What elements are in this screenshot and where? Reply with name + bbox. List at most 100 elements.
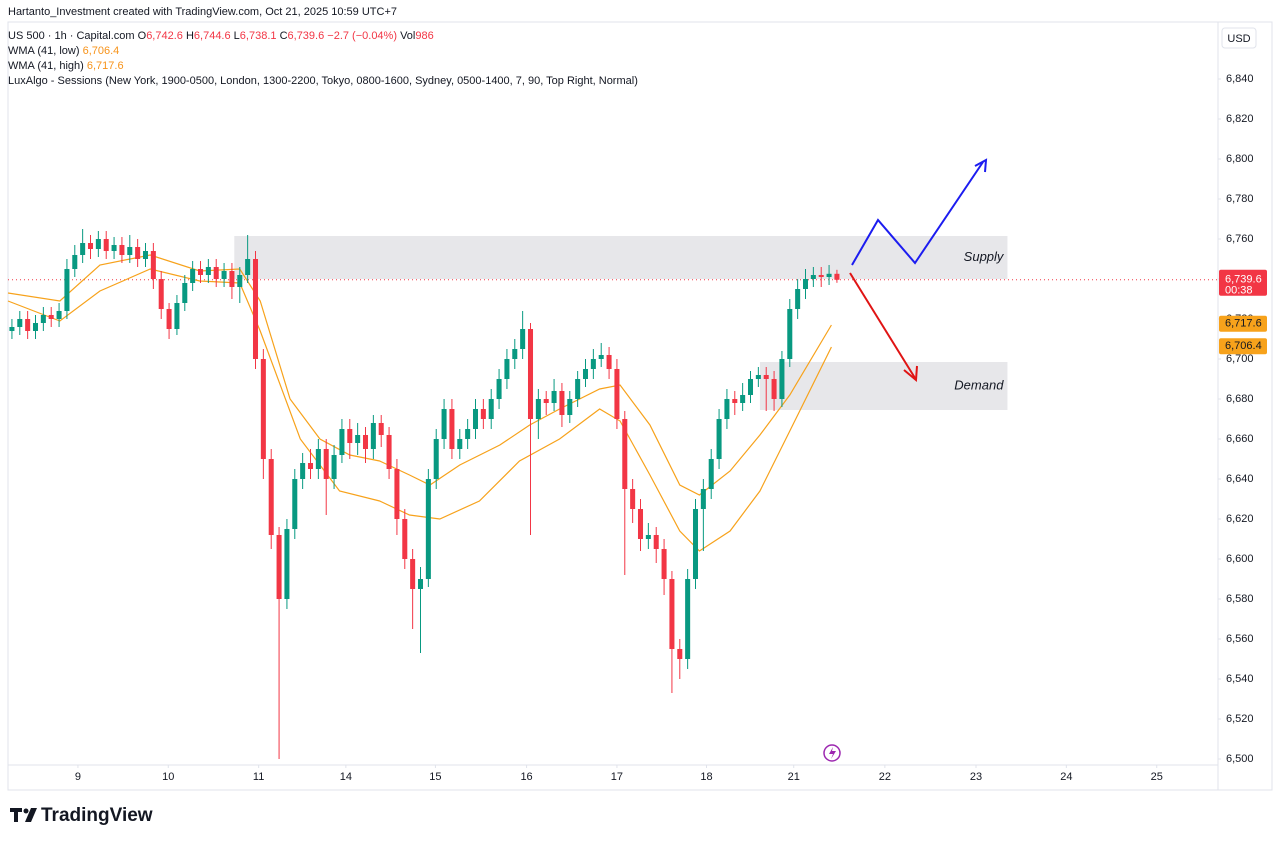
- candle-body: [559, 391, 565, 415]
- y-tick-label: 6,840: [1226, 73, 1254, 85]
- y-tick-label: 6,780: [1226, 193, 1254, 205]
- bullish-arrow: [851, 161, 984, 266]
- y-tick-label: 6,520: [1226, 713, 1254, 725]
- candle-body: [677, 649, 683, 659]
- x-tick-label: 10: [162, 771, 174, 783]
- candle-body: [362, 435, 369, 449]
- x-tick-label: 22: [879, 771, 891, 783]
- x-tick-label: 9: [75, 771, 81, 783]
- event-icon[interactable]: [823, 744, 841, 762]
- candle-body: [292, 479, 298, 529]
- logo: TradingView: [41, 805, 153, 826]
- ohlc: O6,742.6 H6,744.6 L6,738.1 C6,739.6: [138, 30, 328, 42]
- y-tick-label: 6,700: [1226, 353, 1254, 365]
- candle-body: [378, 423, 384, 435]
- x-tick-label: 15: [429, 771, 441, 783]
- candle-body: [158, 279, 164, 309]
- candle-body: [166, 309, 172, 329]
- wma-line: [7, 268, 832, 552]
- plot: Supply Demand: [7, 229, 1218, 759]
- y-tick-label: 6,820: [1226, 113, 1254, 125]
- candle-body: [32, 323, 39, 331]
- candle-body: [685, 579, 691, 659]
- candle-body: [645, 535, 651, 539]
- candle-body: [802, 279, 809, 289]
- candle-body: [496, 379, 502, 399]
- ohlc-label: H: [185, 30, 194, 42]
- candle-body: [598, 355, 604, 359]
- candle-body: [637, 509, 644, 539]
- candle-body: [779, 359, 785, 399]
- candle-body: [465, 429, 471, 439]
- candle-body: [504, 359, 510, 379]
- candle-body: [606, 355, 612, 369]
- currency: USD: [1227, 33, 1250, 45]
- currency-box[interactable]: [1221, 27, 1257, 49]
- tv-logo-icon: [10, 808, 37, 822]
- arrow-head: [903, 365, 918, 383]
- candle-body: [386, 435, 392, 469]
- x-tick-label: 14: [340, 771, 352, 783]
- candle-body: [72, 255, 78, 269]
- candle-body: [622, 419, 628, 489]
- candle-body: [410, 559, 416, 589]
- candle-body: [747, 379, 754, 395]
- candle-body: [339, 429, 345, 455]
- last-price-label: 6,739.6: [1225, 274, 1262, 286]
- x-tick-label: 21: [788, 771, 800, 783]
- change: −2.7 (−0.04%): [327, 30, 397, 42]
- zone-label: Supply: [964, 249, 1005, 264]
- candle-body: [260, 359, 266, 459]
- zone: [234, 236, 1008, 279]
- candle-body: [527, 329, 534, 419]
- candle-body: [370, 423, 376, 449]
- candle-body: [708, 459, 714, 489]
- wma-line: [7, 254, 832, 496]
- wma-low-line: WMA (41, low) 6,706.4: [8, 45, 119, 57]
- x-tick-label: 23: [970, 771, 982, 783]
- x-tick-label: 18: [700, 771, 712, 783]
- price-tag: [1219, 338, 1267, 355]
- candle-body: [732, 399, 738, 403]
- candle-body: [818, 275, 824, 277]
- candle-body: [40, 315, 46, 323]
- x-tick-label: 25: [1151, 771, 1163, 783]
- ohlc-label: L: [233, 30, 240, 42]
- candle-body: [48, 315, 54, 319]
- price-tag: [1219, 315, 1267, 332]
- indicator-name: WMA (41, high): [8, 60, 84, 72]
- candle-body: [771, 379, 777, 399]
- zone-label: Demand: [954, 377, 1004, 392]
- ohlc-value: 6,744.6: [193, 30, 231, 42]
- candle-body: [425, 479, 431, 579]
- chart-frame: [7, 21, 1273, 791]
- candle-body: [402, 519, 408, 559]
- candle-body: [630, 489, 636, 509]
- y-tick-label: 6,600: [1226, 553, 1254, 565]
- candle-body: [653, 535, 659, 549]
- candle-body: [740, 395, 746, 403]
- candle-body: [213, 267, 219, 279]
- candle-body: [441, 409, 447, 439]
- candle-body: [575, 379, 581, 399]
- bearish-arrow: [849, 272, 916, 379]
- candle-body: [614, 369, 620, 419]
- y-tick-label: 6,500: [1226, 753, 1254, 765]
- y-tick-label: 6,560: [1226, 633, 1254, 645]
- candle-body: [669, 579, 675, 649]
- candle-body: [142, 251, 149, 259]
- y-tick-label: 6,760: [1226, 233, 1254, 245]
- candle-body: [150, 251, 156, 279]
- candle-body: [127, 247, 133, 255]
- y-tick-label: 6,660: [1226, 433, 1254, 445]
- volume: 986: [415, 30, 434, 42]
- y-tick-label: 6,680: [1226, 393, 1254, 405]
- candle-body: [182, 283, 188, 303]
- candle-body: [103, 239, 109, 251]
- candle-body: [197, 269, 204, 275]
- x-tick-label: 11: [253, 771, 264, 783]
- ohlc-value: 6,738.1: [239, 30, 277, 42]
- sessions-line: LuxAlgo - Sessions (New York, 1900-0500,…: [8, 75, 638, 87]
